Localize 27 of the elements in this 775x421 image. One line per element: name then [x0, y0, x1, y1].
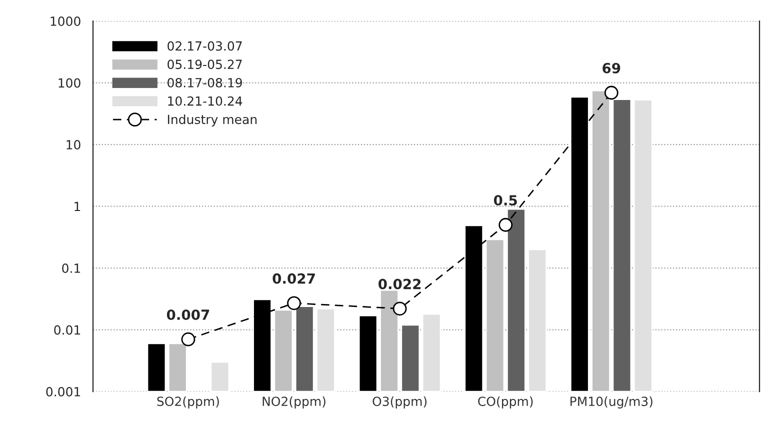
legend-label: 02.17-03.07	[168, 41, 242, 51]
x-tick-label: PM10(ug/m3)	[570, 396, 652, 408]
x-tick-label: SO2(ppm)	[157, 396, 219, 408]
point	[392, 302, 407, 316]
point	[181, 332, 196, 346]
legend-label: 05.19-05.27	[168, 60, 242, 70]
point	[604, 86, 618, 100]
data-label: 69	[602, 62, 620, 74]
x-tick-label: NO2(ppm)	[262, 396, 326, 408]
y-tick-label: 1	[74, 202, 80, 212]
y-tick-label: 10	[66, 140, 80, 150]
y-tick-label: 0.001	[46, 387, 80, 396]
y-tick-label: 100	[58, 78, 80, 88]
y-tick-label: 0.01	[54, 325, 80, 335]
y-tick-label: 1000	[50, 16, 80, 26]
legend-label: 08.17-08.19	[168, 78, 242, 88]
point	[498, 218, 513, 232]
y-tick-label: 0.1	[62, 264, 80, 273]
data-label: 0.022	[378, 278, 421, 290]
point	[287, 296, 301, 310]
data-label: 0.007	[166, 309, 210, 320]
legend-label: 10.21-10.24	[168, 96, 242, 106]
x-tick-label: CO(ppm)	[478, 396, 533, 408]
legend-label: Industry mean	[168, 114, 257, 127]
data-label: 0.5	[494, 195, 517, 206]
x-tick-label: O3(ppm)	[372, 396, 427, 408]
data-label: 0.027	[272, 273, 315, 284]
